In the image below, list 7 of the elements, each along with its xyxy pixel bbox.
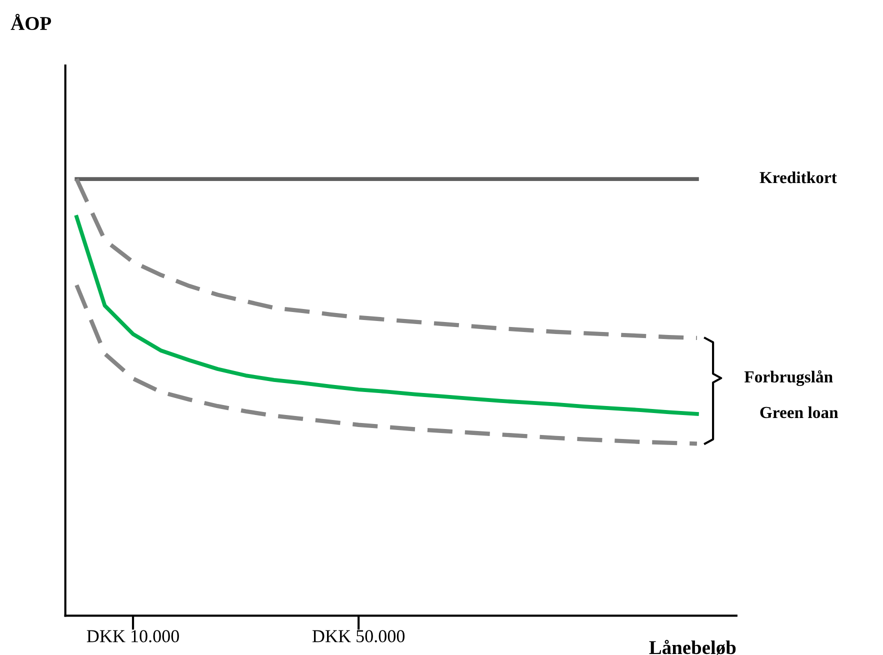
text: Forbrugslån (744, 370, 833, 386)
text: Green loan (760, 406, 838, 418)
text: Kreditkort (760, 171, 837, 184)
x-tick-label: DKK 50.000 (312, 630, 405, 642)
x-axis-title: Lånebeløb (649, 640, 736, 655)
x-tick-label: DKK 10.000 (86, 630, 179, 642)
text: ÅOP (10, 14, 52, 30)
